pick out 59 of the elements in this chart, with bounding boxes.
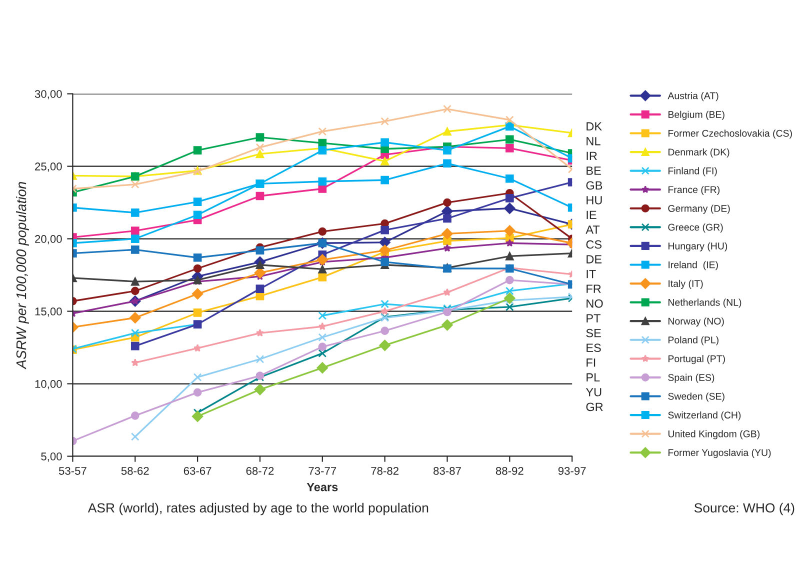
- text: SE: [586, 328, 601, 338]
- x-tick-label: 58-62: [121, 466, 149, 475]
- y-tick-label: 10,00: [35, 380, 62, 390]
- legend-label: Portugal (PT): [668, 355, 725, 364]
- text: IR: [586, 152, 597, 160]
- legend-label: Netherlands (NL): [668, 298, 742, 308]
- text: IE: [586, 210, 596, 220]
- source-note: Source: WHO (4): [694, 502, 794, 516]
- y-tick-label: 15,00: [35, 308, 62, 317]
- text: PT: [586, 314, 600, 322]
- legend-label: United Kingdom (GB): [668, 430, 760, 440]
- x-axis-title: Years: [306, 483, 338, 492]
- legend-label: Germany (DE): [668, 204, 730, 214]
- y-tick-label: 5,00: [41, 452, 62, 462]
- y-axis-title: ASRW per 100,000 population: [16, 182, 29, 370]
- text: HU: [586, 196, 602, 204]
- text: YU: [586, 388, 602, 396]
- legend-label: Norway (NO): [668, 317, 724, 327]
- text: FI: [586, 358, 596, 367]
- text: BE: [586, 166, 601, 175]
- text: GR: [586, 402, 603, 412]
- text: NL: [586, 137, 600, 146]
- legend-label: Finland (FI): [668, 167, 717, 176]
- text: DK: [586, 122, 602, 130]
- y-tick-label: 20,00: [35, 235, 62, 244]
- x-tick-label: 78-82: [371, 466, 398, 475]
- legend-label: Former Yugoslavia (YU): [668, 448, 771, 458]
- y-tick-label: 30,00: [34, 90, 62, 100]
- text: ASR (world), rates adjusted by age to the world population: [88, 502, 428, 516]
- legend-label: Italy (IT): [668, 280, 703, 289]
- text: NO: [586, 299, 603, 308]
- x-tick-label: 83-87: [434, 466, 461, 475]
- legend-label: France (FR): [668, 186, 720, 196]
- text: IT: [586, 270, 596, 278]
- legend-label: Former Czechoslovakia (CS): [668, 130, 792, 139]
- legend-label: Austria (AT): [668, 92, 718, 102]
- text: ES: [586, 344, 601, 352]
- legend-label: Hungary (HU): [668, 242, 728, 252]
- x-tick-label: 73-77: [308, 466, 336, 475]
- x-tick-label: 88-92: [496, 466, 524, 475]
- text: DE: [586, 255, 602, 264]
- text: FR: [586, 284, 601, 293]
- text: PL: [586, 373, 600, 382]
- legend-label: Belgium (BE): [668, 110, 724, 120]
- x-tick-label: 68-72: [246, 466, 274, 475]
- legend-label: Poland (PL): [668, 336, 718, 346]
- x-tick-label: 53-57: [58, 466, 86, 475]
- x-tick-label: 93-97: [558, 466, 586, 475]
- text: GB: [586, 181, 602, 190]
- legend-label: Ireland (IE): [668, 261, 718, 270]
- y-tick-label: 25,00: [35, 162, 62, 172]
- legend-label: Denmark (DK): [668, 148, 730, 158]
- legend-label: Switzerland (CH): [668, 411, 741, 420]
- legend-label: Spain (ES): [668, 374, 714, 383]
- text: CS: [586, 240, 602, 249]
- legend-label: Greece (GR): [668, 224, 723, 233]
- x-tick-label: 63-67: [184, 466, 212, 475]
- legend-label: Sweden (SE): [668, 392, 724, 402]
- text: AT: [586, 226, 600, 234]
